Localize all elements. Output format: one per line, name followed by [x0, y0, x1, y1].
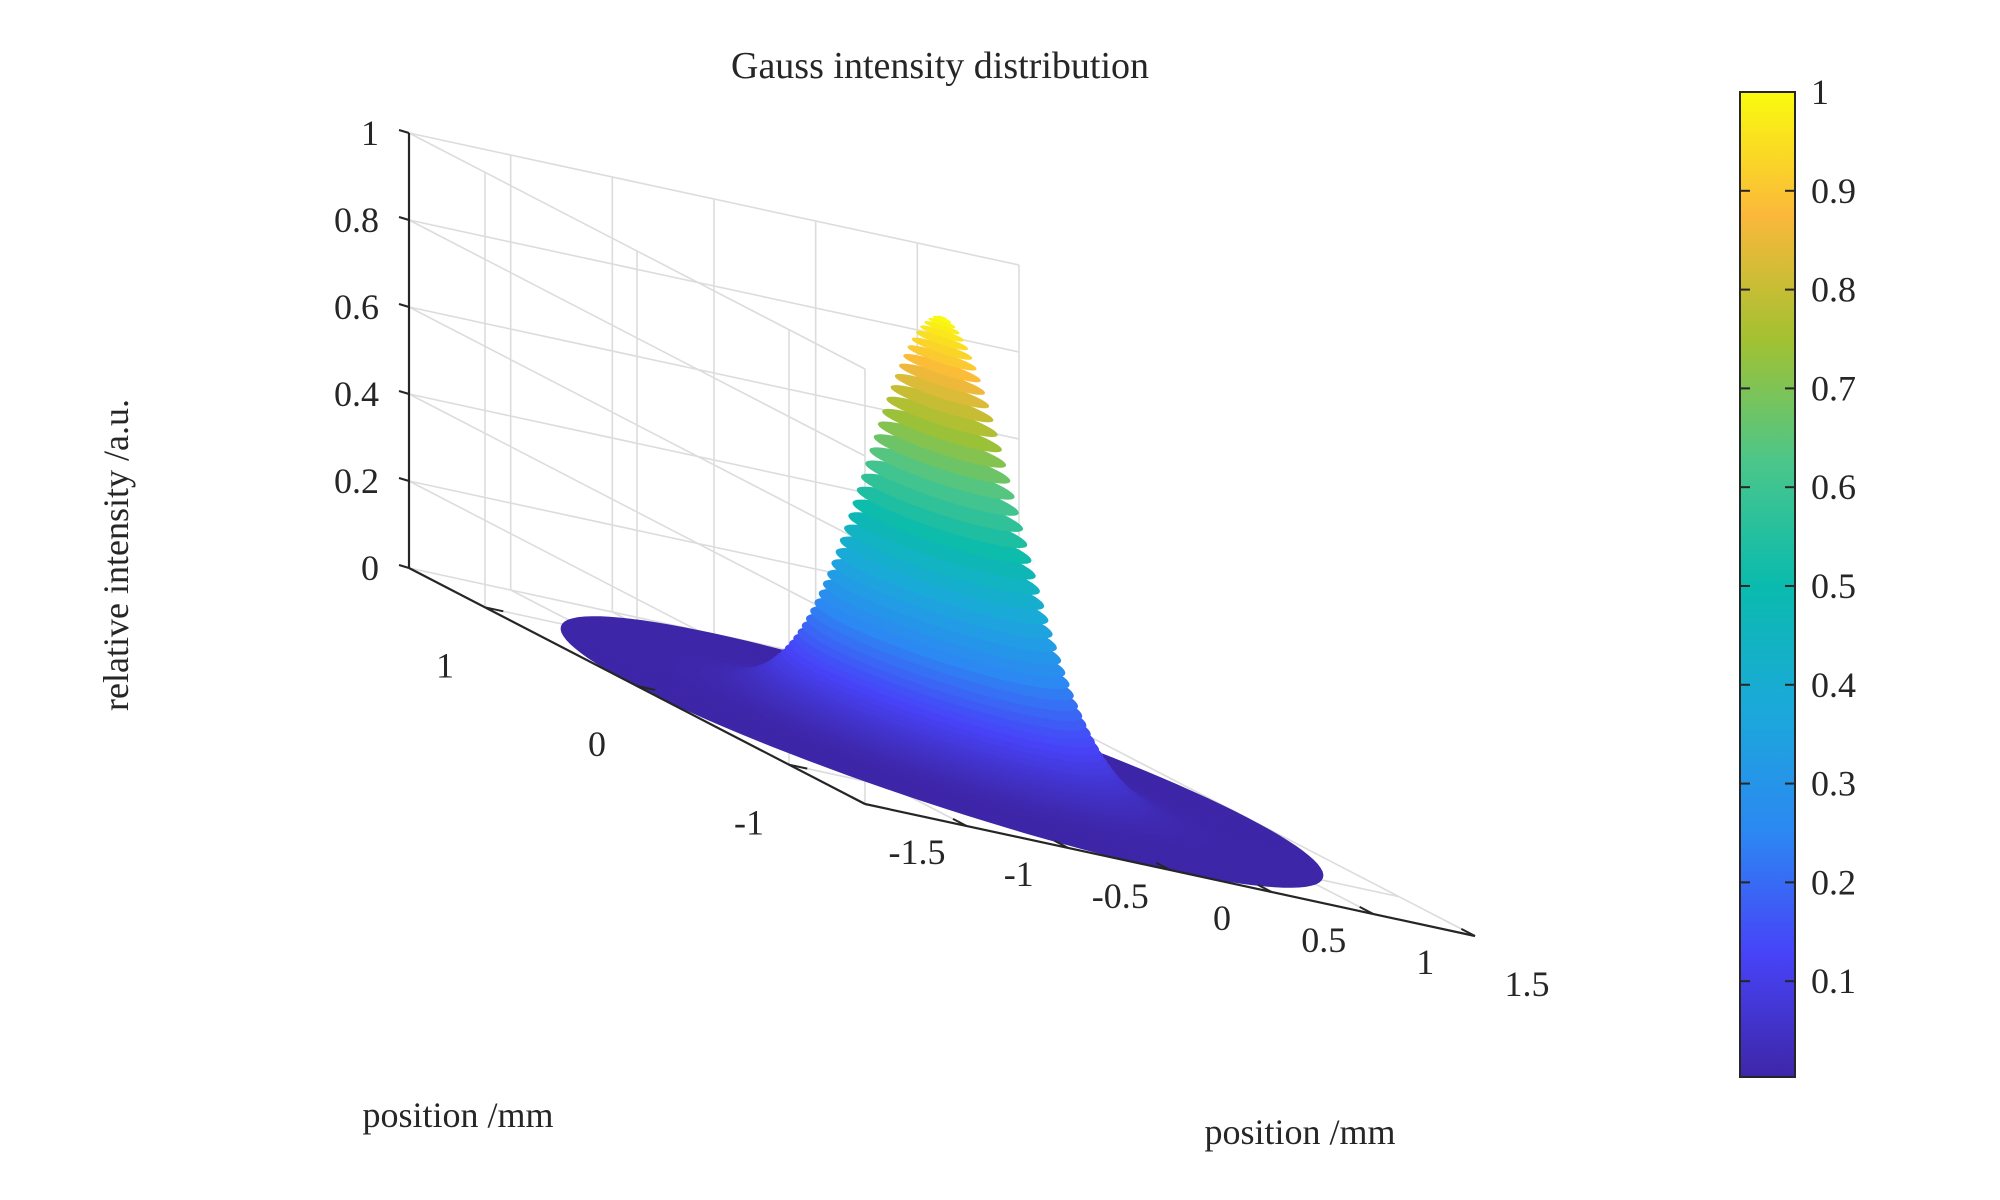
x-tick-mark-3 — [1155, 862, 1171, 871]
x-tick-mark-0 — [850, 796, 866, 805]
z-tick-label-5: 1 — [361, 113, 379, 153]
colorbar-gradient — [1739, 91, 1796, 1078]
x-tick-mark-2 — [1054, 840, 1069, 849]
axes-ticks: -1.5 -1 -0.5 0 0.5 1 1.5 -1 0 1 0 0.2 0.4 0.6 0.8 1 — [334, 113, 1550, 1004]
z-tick-mark-1 — [398, 477, 410, 482]
x-tick-mark-1 — [952, 818, 968, 827]
y-tick-mark-0 — [788, 763, 808, 770]
y-tick-label-1: 0 — [588, 724, 606, 764]
y-tick-label-0: -1 — [734, 803, 764, 843]
grid-xz-horizontal-5 — [408, 132, 1020, 266]
grid-yz-horizontal-2 — [408, 393, 866, 631]
z-tick-label-1: 0.2 — [334, 461, 379, 501]
z-axis-label: relative intensity /a.u. — [96, 399, 136, 711]
grid-xz-horizontal-4 — [408, 219, 1020, 353]
z-tick-mark-5 — [398, 129, 410, 134]
x-tick-label-5: 1 — [1416, 942, 1434, 982]
colorbar-tick-label-6: 0.7 — [1811, 368, 1856, 408]
colorbar-tick-label-0: 0.1 — [1811, 961, 1856, 1001]
y-tick-mark-2 — [484, 606, 504, 613]
z-tick-label-0: 0 — [361, 548, 379, 588]
colorbar-tick-label-8: 0.9 — [1811, 171, 1856, 211]
x-tick-mark-6 — [1460, 928, 1476, 937]
x-tick-label-3: 0 — [1213, 898, 1231, 938]
x-tick-label-0: -1.5 — [889, 832, 946, 872]
grid-yz-horizontal-5 — [408, 132, 866, 370]
x-tick-label-6: 1.5 — [1505, 964, 1550, 1004]
x-axis-label: position /mm — [1204, 1112, 1395, 1152]
colorbar-tick-label-1: 0.2 — [1811, 862, 1856, 902]
colorbar-tick-label-2: 0.3 — [1811, 764, 1856, 804]
chart-title: Gauss intensity distribution — [731, 45, 1149, 87]
z-tick-label-3: 0.6 — [334, 287, 379, 327]
z-tick-mark-3 — [398, 303, 410, 308]
grid-yz-horizontal-4 — [408, 219, 866, 457]
x-tick-mark-4 — [1257, 884, 1273, 893]
z-tick-mark-4 — [398, 216, 410, 221]
colorbar-tick-label-5: 0.6 — [1811, 467, 1856, 507]
x-tick-label-2: -0.5 — [1092, 876, 1149, 916]
x-tick-label-1: -1 — [1004, 854, 1034, 894]
colorbar: 0.1 0.2 0.3 0.4 0.5 0.6 0.7 0.8 0.9 1 — [1739, 72, 1856, 1078]
colorbar-tick-label-4: 0.5 — [1811, 566, 1856, 606]
gaussian-surface — [560, 315, 1324, 888]
z-tick-mark-2 — [398, 390, 410, 395]
y-axis-label: position /mm — [362, 1095, 553, 1135]
colorbar-tick-label-3: 0.4 — [1811, 665, 1856, 705]
grid-yz-horizontal-3 — [408, 306, 866, 544]
z-tick-label-2: 0.4 — [334, 374, 379, 414]
colorbar-tick-label-9: 1 — [1811, 72, 1829, 112]
z-tick-label-4: 0.8 — [334, 200, 379, 240]
y-tick-mark-1 — [636, 685, 656, 691]
surface-peak-cap — [933, 316, 951, 323]
z-tick-mark-0 — [398, 564, 410, 569]
x-tick-mark-5 — [1359, 906, 1374, 915]
y-tick-label-2: 1 — [436, 645, 454, 685]
x-tick-label-4: 0.5 — [1301, 920, 1346, 960]
colorbar-tick-label-7: 0.8 — [1811, 270, 1856, 310]
